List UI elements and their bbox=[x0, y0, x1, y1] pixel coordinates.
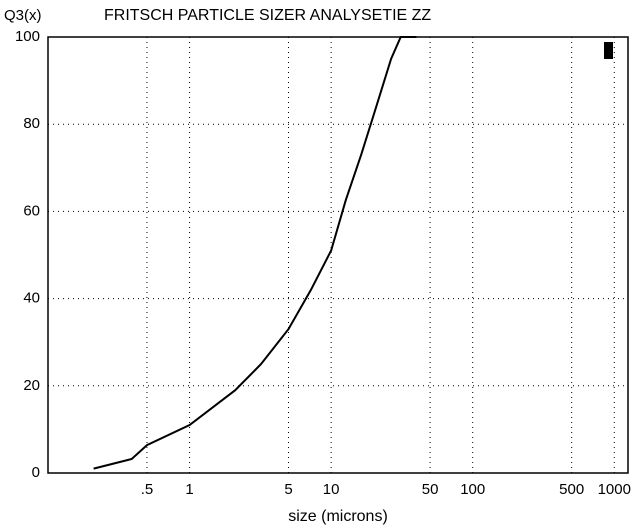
x-tick-label: 10 bbox=[323, 481, 340, 498]
marker-box bbox=[604, 42, 613, 59]
y-axis-label: Q3(x) bbox=[4, 7, 42, 24]
y-tick-label: 60 bbox=[23, 202, 40, 219]
y-tick-label: 0 bbox=[32, 464, 40, 481]
x-tick-label: .5 bbox=[141, 481, 154, 498]
data-line bbox=[93, 36, 417, 470]
x-tick-label: 50 bbox=[422, 481, 439, 498]
y-tick-label: 100 bbox=[15, 28, 40, 45]
x-tick-label: 5 bbox=[284, 481, 292, 498]
y-tick-label: 20 bbox=[23, 377, 40, 394]
x-tick-label: 1000 bbox=[598, 481, 631, 498]
x-tick-label: 100 bbox=[460, 481, 485, 498]
x-tick-label: 500 bbox=[559, 481, 584, 498]
chart-title: FRITSCH PARTICLE SIZER ANALYSETIE ZZ bbox=[104, 7, 431, 24]
y-tick-label: 80 bbox=[23, 115, 40, 132]
plot-frame bbox=[47, 36, 629, 474]
x-tick-label: 1 bbox=[185, 481, 193, 498]
y-tick-label: 40 bbox=[23, 290, 40, 307]
x-axis-label: size (microns) bbox=[288, 508, 388, 525]
